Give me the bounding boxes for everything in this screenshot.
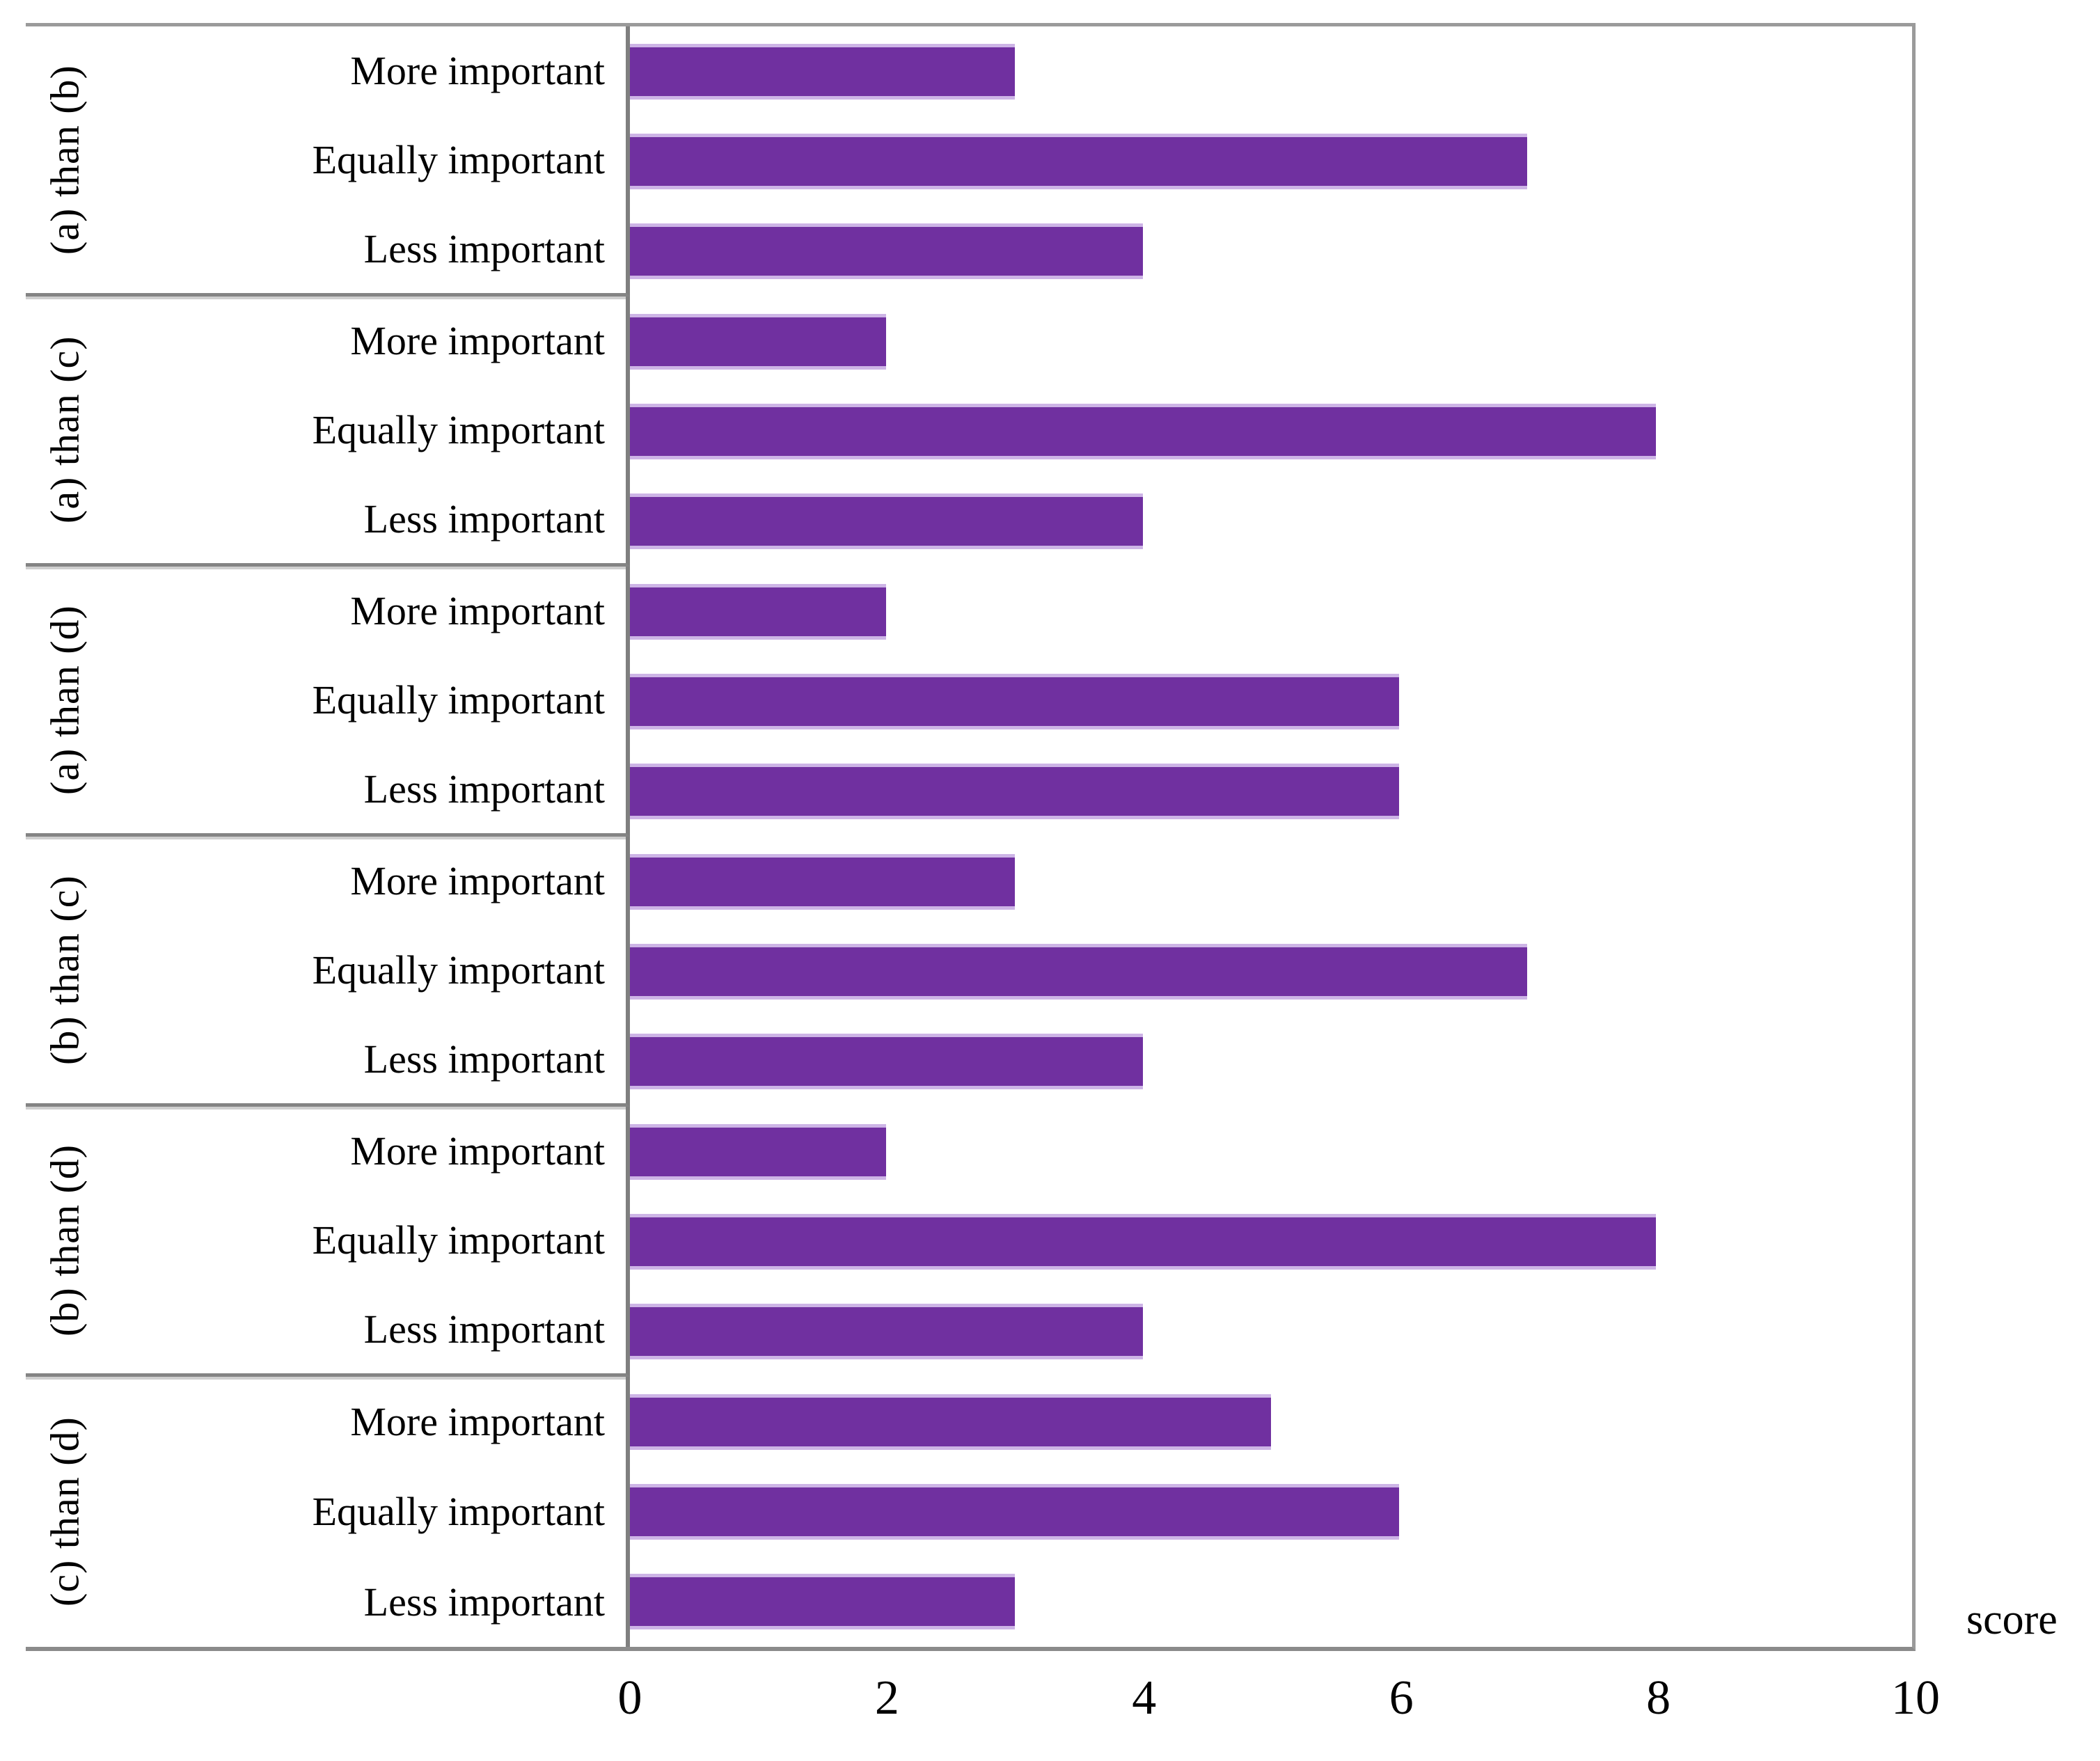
bar-row (630, 1197, 1912, 1286)
group-label-cell: (c) than (d) More important Equally import… (26, 1377, 630, 1647)
plot-area (630, 567, 1912, 837)
plot-area (630, 1377, 1912, 1647)
bar (630, 493, 1143, 550)
bar (630, 43, 1015, 100)
bar (630, 1393, 1271, 1450)
x-tick-label: 6 (1389, 1671, 1414, 1725)
category-label: More important (350, 858, 605, 904)
group-label-cell: (a) than (c) More important Equally import… (26, 297, 630, 567)
bar (630, 313, 887, 370)
group-label: (b) than (c) (42, 875, 88, 1065)
x-tick-label: 0 (617, 1671, 642, 1725)
category-label: Less important (363, 1579, 605, 1625)
category-labels: More important Equally important Less impo… (104, 297, 605, 563)
bar (630, 1034, 1143, 1090)
category-label: Less important (363, 766, 605, 812)
plot-area (630, 837, 1912, 1107)
x-axis-title: score (1966, 1596, 2058, 1643)
category-label: Equally important (312, 1489, 605, 1535)
plot-area (630, 26, 1912, 297)
bar-row (630, 26, 1912, 116)
bar (630, 403, 1656, 459)
bar-row (630, 477, 1912, 567)
bar-row (630, 567, 1912, 656)
plot-area (630, 297, 1912, 567)
category-label: Less important (363, 496, 605, 542)
x-tick-label: 10 (1891, 1671, 1940, 1725)
category-label: More important (350, 1399, 605, 1445)
bar-row (630, 1557, 1912, 1647)
bar-row (630, 297, 1912, 386)
category-label: Equally important (312, 677, 605, 722)
bar-row (630, 1467, 1912, 1556)
group-label-cell: (a) than (b) More important Equally import… (26, 26, 630, 297)
chart-group: (b) than (c) More important Equally import… (26, 837, 1912, 1107)
chart-group: (a) than (d) More important Equally import… (26, 567, 1912, 837)
bar-row (630, 926, 1912, 1016)
bar-row (630, 1017, 1912, 1107)
category-label: Less important (363, 1306, 605, 1352)
group-label-cell: (b) than (d) More important Equally import… (26, 1107, 630, 1377)
category-label: More important (350, 1128, 605, 1174)
bar (630, 673, 1400, 729)
bar-row (630, 207, 1912, 297)
x-tick-label: 8 (1646, 1671, 1671, 1725)
group-label-cell: (a) than (d) More important Equally import… (26, 567, 630, 837)
group-label: (a) than (b) (42, 65, 88, 255)
group-label: (a) than (c) (42, 335, 88, 524)
x-tick-label: 4 (1132, 1671, 1157, 1725)
bar-row (630, 1287, 1912, 1377)
bar (630, 133, 1528, 189)
bar (630, 853, 1015, 910)
bar-row (630, 747, 1912, 837)
category-label: Equally important (312, 137, 605, 182)
bar (630, 1483, 1400, 1540)
category-labels: More important Equally important Less impo… (104, 837, 605, 1103)
category-label: Equally important (312, 407, 605, 452)
category-labels: More important Equally important Less impo… (104, 1377, 605, 1647)
group-label: (c) than (d) (42, 1416, 88, 1607)
category-label: Equally important (312, 1217, 605, 1263)
bar (630, 1304, 1143, 1360)
group-label: (a) than (d) (42, 605, 88, 795)
category-label: More important (350, 318, 605, 364)
bar-row (630, 1377, 1912, 1467)
bar (630, 1213, 1656, 1270)
category-labels: More important Equally important Less impo… (104, 567, 605, 833)
category-label: More important (350, 48, 605, 94)
category-labels: More important Equally important Less impo… (104, 1107, 605, 1373)
bar-row (630, 116, 1912, 206)
category-label: More important (350, 588, 605, 634)
category-label: Equally important (312, 947, 605, 993)
group-label-cell: (b) than (c) More important Equally import… (26, 837, 630, 1107)
category-label: Less important (363, 1036, 605, 1082)
bar (630, 583, 887, 640)
chart-group: (c) than (d) More important Equally import… (26, 1377, 1912, 1647)
category-labels: More important Equally important Less impo… (104, 26, 605, 293)
bar (630, 1574, 1015, 1630)
bar (630, 1123, 887, 1180)
bar (630, 943, 1528, 1000)
chart-group: (b) than (d) More important Equally import… (26, 1107, 1912, 1377)
x-tick-label: 2 (874, 1671, 899, 1725)
chart-group: (a) than (c) More important Equally import… (26, 297, 1912, 567)
bar (630, 223, 1143, 280)
group-label: (b) than (d) (42, 1144, 88, 1336)
chart-group: (a) than (b) More important Equally import… (26, 26, 1912, 297)
bar-row (630, 1107, 1912, 1197)
bar-row (630, 386, 1912, 476)
category-label: Less important (363, 226, 605, 271)
bar (630, 764, 1400, 820)
bar-row (630, 656, 1912, 746)
bar-chart: (a) than (b) More important Equally import… (26, 23, 1916, 1651)
x-axis-ticks: 0 2 4 6 8 10 (618, 1671, 1941, 1754)
bar-row (630, 837, 1912, 926)
plot-area (630, 1107, 1912, 1377)
